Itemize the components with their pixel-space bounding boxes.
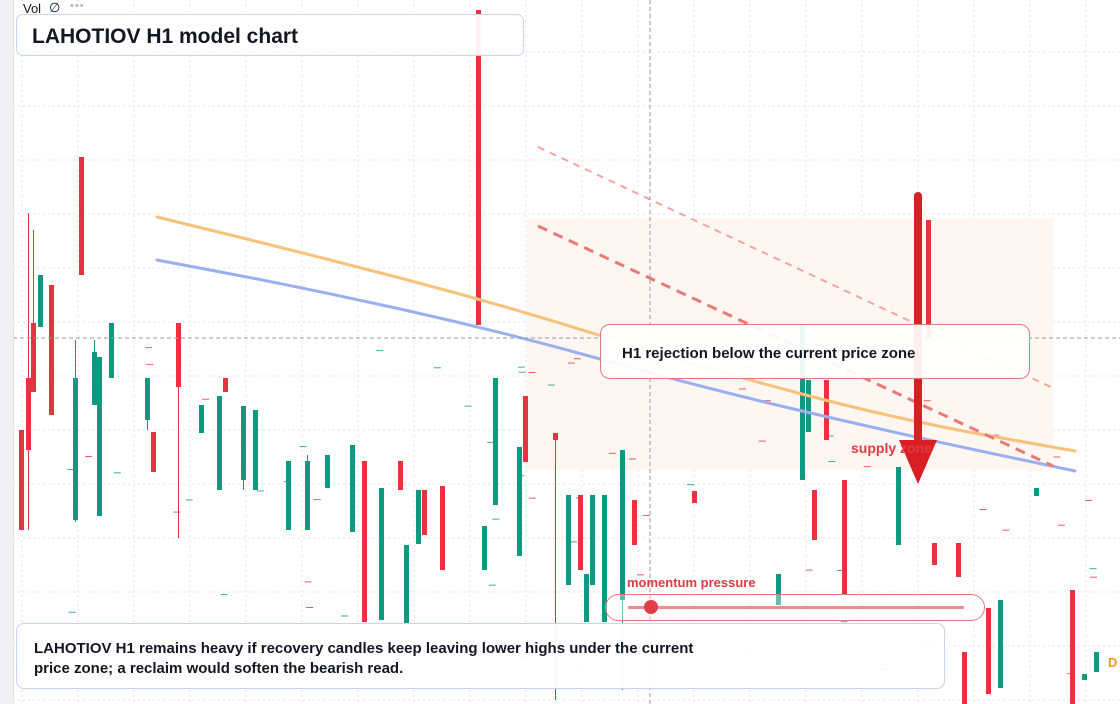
candle-body (1034, 488, 1039, 496)
candle-body (553, 433, 558, 440)
candle-body (305, 461, 310, 530)
candle-body (517, 447, 522, 556)
candle-body (842, 480, 847, 595)
candle-body (49, 285, 54, 415)
candle-body (1094, 652, 1099, 672)
candle-body (482, 526, 487, 570)
candle-body (79, 157, 84, 275)
candle-body (590, 495, 595, 585)
candle-body (776, 574, 781, 605)
candle-body (379, 488, 384, 620)
candle-body (38, 275, 43, 327)
candle-body (566, 495, 571, 585)
momentum-bar (628, 606, 964, 609)
candle-body (800, 325, 805, 480)
candle-body (362, 461, 367, 622)
moving-average-line (155, 215, 1077, 453)
candle-body (217, 396, 222, 490)
candle-body (620, 450, 625, 600)
analysis-note-panel: LAHOTIOV H1 remains heavy if recovery ca… (16, 623, 945, 689)
candle-body (253, 410, 258, 490)
candle-body (404, 545, 409, 624)
chart-title: LAHOTIOV H1 model chart (32, 25, 299, 48)
candle-body (1070, 590, 1075, 704)
candle-body (962, 652, 967, 704)
candlestick-series (19, 10, 1117, 704)
momentum-pressure-gauge (605, 594, 985, 621)
candle-body (932, 543, 937, 565)
candle-body (97, 357, 102, 516)
moving-average-lines (155, 215, 1077, 473)
candle-body (26, 378, 31, 450)
candle-body (73, 378, 78, 520)
rejection-callout: H1 rejection below the current price zon… (600, 324, 1030, 379)
candle-body (350, 445, 355, 532)
volume-indicator-label[interactable]: Vol (23, 1, 42, 16)
candle-body (692, 491, 697, 503)
chart-title-panel: LAHOTIOV H1 model chart (16, 14, 524, 56)
candle-body (578, 495, 583, 570)
candle-body (145, 378, 150, 420)
candle-body (806, 380, 811, 432)
candle-body (584, 574, 589, 622)
candle-body (398, 461, 403, 490)
candle-body (632, 500, 637, 545)
candle-body (416, 490, 421, 544)
price-scale-strip (0, 0, 14, 704)
candle-body (1082, 674, 1087, 680)
candle-body (440, 486, 445, 570)
momentum-knob (644, 600, 658, 614)
candle-body (926, 220, 931, 338)
candle-body (422, 490, 427, 535)
candle-body (998, 600, 1003, 688)
timeframe-badge[interactable]: D (1104, 653, 1120, 673)
candle-body (325, 455, 330, 488)
momentum-label: momentum pressure (627, 575, 756, 590)
candle-body (493, 378, 498, 505)
candle-body (241, 406, 246, 480)
candle-body (523, 396, 528, 462)
moving-average-line (155, 258, 1077, 473)
candle-body (223, 378, 228, 392)
resistance-line (537, 224, 1054, 468)
analysis-note: LAHOTIOV H1 remains heavy if recovery ca… (34, 640, 694, 677)
candle-body (824, 380, 829, 440)
candle-body (199, 405, 204, 433)
candle-body (476, 10, 481, 325)
candle-body (31, 323, 36, 392)
candle-body (956, 543, 961, 577)
candle-body (602, 495, 607, 622)
callout-text: H1 rejection below the current price zon… (622, 345, 916, 362)
candle-body (151, 432, 156, 472)
bearish-arrow (899, 192, 937, 484)
candle-body (286, 461, 291, 530)
candle-body (986, 608, 991, 694)
candle-body (896, 467, 901, 545)
candle-body (92, 352, 97, 405)
candle-body (812, 490, 817, 540)
supply-zone-label: supply zone (851, 440, 932, 456)
candle-body (109, 323, 114, 378)
candle-body (19, 430, 24, 530)
arrow-head (899, 440, 937, 484)
eye-slash-icon[interactable]: ∅ (49, 0, 61, 15)
more-dots-icon[interactable]: ••• (70, 0, 85, 12)
candle-body (176, 323, 181, 387)
